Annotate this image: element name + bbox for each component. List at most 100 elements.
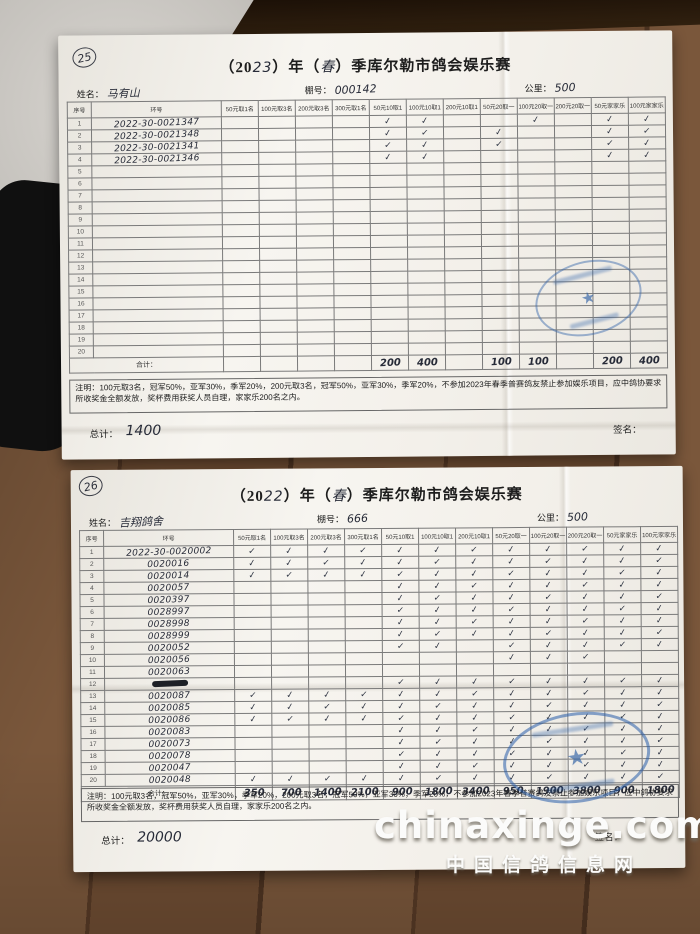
check-cell <box>382 652 420 665</box>
check-cell <box>480 186 519 199</box>
check-cell <box>629 244 667 258</box>
check-cell <box>234 725 272 738</box>
check-cell <box>371 331 409 344</box>
km-value: 500 <box>554 80 576 95</box>
check-cell <box>628 172 666 186</box>
check-cell <box>370 235 408 248</box>
check-mark: ✓ <box>358 556 368 568</box>
ring-number: 2022-30-0021341 <box>113 140 200 154</box>
check-mark: ✓ <box>247 557 257 569</box>
check-cell <box>271 724 309 738</box>
check-cell <box>221 176 260 189</box>
check-cell: ✓ <box>382 712 420 725</box>
total-cell: 100 <box>519 353 557 370</box>
check-cell <box>456 663 494 676</box>
check-cell <box>297 307 335 321</box>
check-cell <box>296 223 334 237</box>
seq-cell: 5 <box>67 165 92 179</box>
check-cell <box>222 296 261 309</box>
col-header: 200元取3名 <box>295 99 333 117</box>
check-mark: ✓ <box>322 557 331 568</box>
star-icon: ★ <box>564 743 589 771</box>
check-cell <box>518 257 556 271</box>
check-cell <box>408 342 446 356</box>
check-mark: ✓ <box>655 674 665 686</box>
check-cell <box>221 152 259 165</box>
handwritten-year: 22 <box>263 488 284 505</box>
ring-cell: 0020078 <box>105 749 236 763</box>
check-cell: ✓ <box>641 674 679 687</box>
check-cell <box>308 676 346 689</box>
ring-cell <box>91 164 222 178</box>
check-mark: ✓ <box>471 688 480 699</box>
check-mark: ✓ <box>617 590 627 602</box>
check-cell <box>234 737 273 750</box>
check-cell: ✓ <box>641 710 679 723</box>
check-mark: ✓ <box>656 758 666 770</box>
check-mark: ✓ <box>605 125 615 137</box>
check-cell <box>593 341 631 354</box>
check-cell <box>567 662 605 676</box>
check-mark: ✓ <box>544 639 554 651</box>
total-cell <box>556 353 594 369</box>
check-cell <box>444 198 482 211</box>
check-cell <box>272 748 310 762</box>
col-header: 50元家家乐 <box>591 97 629 114</box>
check-cell: ✓ <box>346 772 384 785</box>
check-cell: ✓ <box>567 626 605 640</box>
ring-cell <box>93 332 224 346</box>
check-cell <box>309 748 347 761</box>
ring-cell: 0020056 <box>104 653 235 667</box>
check-cell <box>481 234 519 247</box>
check-cell <box>345 628 383 641</box>
check-cell <box>482 306 520 319</box>
check-cell <box>517 125 555 139</box>
check-cell <box>591 185 630 198</box>
check-cell <box>259 284 297 297</box>
ring-number: 0020057 <box>147 582 191 594</box>
col-header: 50元取1名 <box>221 100 259 117</box>
handwritten-season: 春 <box>320 59 336 76</box>
check-cell: ✓ <box>456 699 494 712</box>
check-cell <box>333 295 372 308</box>
check-cell: ✓ <box>457 747 495 760</box>
check-cell <box>308 664 346 677</box>
check-cell: ✓ <box>604 686 642 699</box>
check-cell <box>591 161 629 174</box>
col-header: 50元取1名 <box>233 529 271 546</box>
check-cell <box>592 245 630 258</box>
check-mark: ✓ <box>580 555 590 567</box>
check-cell <box>517 137 555 151</box>
check-cell: ✓ <box>456 723 494 736</box>
check-cell: ✓ <box>307 568 345 581</box>
check-cell <box>592 221 630 234</box>
check-cell: ✓ <box>567 698 605 712</box>
check-cell: ✓ <box>382 628 420 641</box>
check-mark: ✓ <box>396 688 406 700</box>
ring-cell: 0020052 <box>104 641 235 655</box>
check-cell <box>271 640 309 654</box>
check-mark: ✓ <box>581 543 590 554</box>
check-mark: ✓ <box>655 590 664 602</box>
seq-cell: 14 <box>68 273 93 287</box>
check-cell: ✓ <box>369 151 407 164</box>
seq-cell: 3 <box>79 570 104 583</box>
check-mark: ✓ <box>420 114 430 126</box>
check-mark: ✓ <box>470 699 480 711</box>
seq-cell: 8 <box>80 630 105 643</box>
check-cell <box>332 175 370 188</box>
check-mark: ✓ <box>433 616 443 628</box>
check-mark: ✓ <box>655 710 665 722</box>
check-cell <box>444 222 482 235</box>
check-mark: ✓ <box>507 567 516 579</box>
check-cell <box>444 270 482 283</box>
check-mark: ✓ <box>471 724 480 735</box>
check-mark: ✓ <box>248 701 258 713</box>
check-cell <box>333 235 371 248</box>
check-cell: ✓ <box>233 557 271 570</box>
check-mark: ✓ <box>654 578 664 590</box>
seq-cell: 13 <box>68 261 93 275</box>
col-header: 100元家家乐 <box>628 96 666 114</box>
check-mark: ✓ <box>321 544 331 556</box>
check-mark: ✓ <box>321 568 331 580</box>
